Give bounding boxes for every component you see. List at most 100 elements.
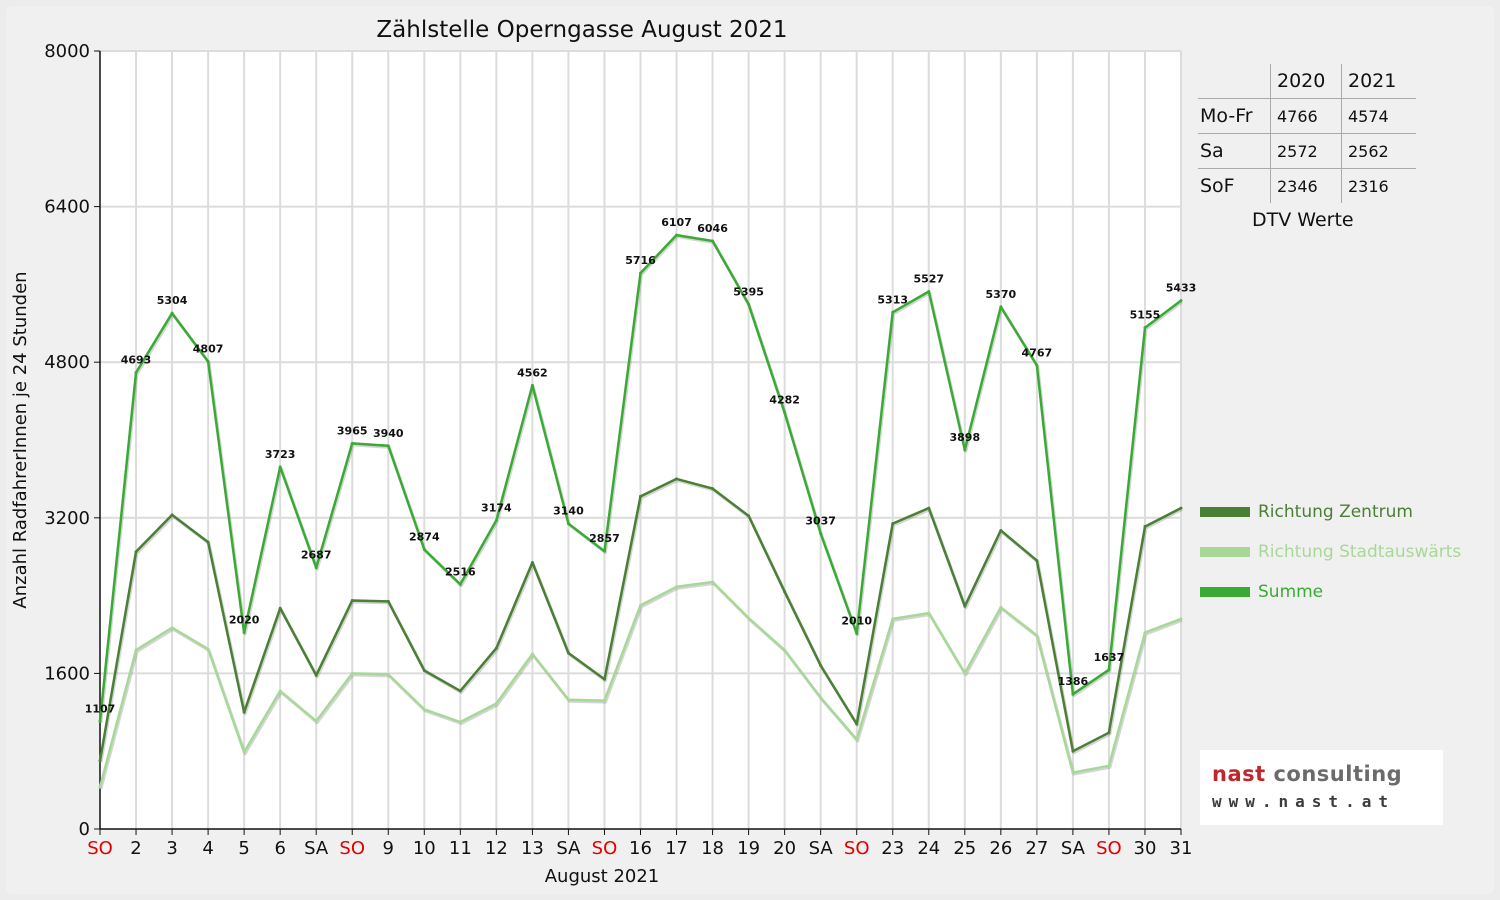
data-point <box>350 671 354 675</box>
x-tick-label: 30 <box>1134 838 1157 859</box>
data-point <box>602 677 606 681</box>
y-tick-label: 4800 <box>44 352 90 373</box>
dtv-cell: 4766 <box>1270 98 1342 134</box>
data-point <box>963 448 967 452</box>
x-tick-label: 25 <box>953 838 976 859</box>
data-label: 3140 <box>553 505 584 518</box>
x-tick-label: SA <box>1061 838 1086 859</box>
data-point <box>783 590 787 594</box>
x-axis: SO 2 3 4 5 6 SA SO 9 10 11 12 13 SA SO 16 17 18 19 20 SA SO 23… <box>87 828 1193 859</box>
data-label: 6107 <box>661 216 692 229</box>
x-tick-label: 24 <box>917 838 940 859</box>
data-point <box>639 603 642 607</box>
data-point <box>1107 668 1111 672</box>
data-point <box>242 631 246 635</box>
data-point <box>855 738 859 742</box>
data-point <box>1071 692 1075 696</box>
data-point <box>999 605 1003 609</box>
data-point <box>747 514 751 518</box>
data-point <box>675 477 679 481</box>
data-point <box>711 487 715 491</box>
data-point <box>602 699 606 703</box>
data-point <box>711 580 715 584</box>
data-point <box>494 702 498 706</box>
x-tick-label: SA <box>556 838 581 859</box>
x-tick-label: SO <box>592 838 618 859</box>
data-point <box>494 646 498 650</box>
legend-swatch <box>1200 507 1250 517</box>
data-point <box>386 599 390 603</box>
data-point <box>819 664 823 668</box>
dtv-cell: 2346 <box>1270 168 1342 203</box>
legend-item: Richtung Stadtauswärts <box>1200 532 1461 572</box>
x-tick-label: 5 <box>238 838 249 859</box>
data-point <box>1179 506 1183 510</box>
data-point <box>350 441 354 445</box>
y-tick-label: 6400 <box>44 197 90 218</box>
x-tick-label: SA <box>304 838 329 859</box>
data-point <box>855 722 859 726</box>
data-point <box>675 233 679 237</box>
data-point <box>1071 749 1075 753</box>
legend-label: Richtung Stadtauswärts <box>1258 542 1462 562</box>
data-point <box>458 582 462 586</box>
logo-url: www.nast.at <box>1212 792 1395 811</box>
x-tick-label: SA <box>809 838 834 859</box>
data-point <box>206 647 210 651</box>
x-tick-label: 9 <box>383 838 394 859</box>
data-point <box>422 548 426 552</box>
data-point <box>458 720 462 724</box>
data-point <box>386 672 390 676</box>
y-tick-label: 8000 <box>44 41 90 62</box>
data-point <box>170 626 174 630</box>
x-tick-label: 31 <box>1170 838 1193 859</box>
data-label: 2516 <box>445 565 476 578</box>
x-tick-label: 4 <box>202 838 213 859</box>
data-label: 6046 <box>697 222 728 235</box>
y-tick-label: 0 <box>79 819 90 840</box>
data-label: 1637 <box>1094 651 1125 664</box>
chart-title: Zählstelle Operngasse August 2021 <box>376 17 787 43</box>
data-point <box>458 689 462 693</box>
data-point <box>134 371 138 375</box>
y-tick-label: 3200 <box>44 508 90 529</box>
data-point <box>999 528 1003 532</box>
data-point <box>1071 771 1075 775</box>
dtv-header-2021: 2021 <box>1341 64 1416 99</box>
data-label: 4807 <box>193 343 224 356</box>
data-point <box>530 383 534 387</box>
logo-name-part1: nast <box>1212 762 1266 786</box>
data-point <box>855 632 859 636</box>
dtv-header-row: 2020 2021 <box>1198 64 1416 99</box>
data-label: 5433 <box>1166 282 1197 295</box>
dtv-cell: 4574 <box>1341 98 1416 134</box>
data-point <box>927 611 931 615</box>
data-point <box>170 311 174 315</box>
data-point <box>963 604 967 608</box>
x-tick-label: 26 <box>989 838 1012 859</box>
data-label: 2010 <box>841 615 872 628</box>
dtv-row-label: Mo-Fr <box>1198 98 1271 134</box>
data-point <box>1143 326 1147 330</box>
data-point <box>566 698 570 702</box>
data-label: 4562 <box>517 366 548 379</box>
data-label: 5370 <box>986 288 1017 301</box>
data-label: 2857 <box>589 532 620 545</box>
data-labels: 1107 4693 5304 4807 2020 3723 2687 3965 3940 2874… <box>85 216 1197 715</box>
y-axis: 0 1600 3200 4800 6400 8000 <box>44 41 101 840</box>
data-point <box>747 616 751 620</box>
x-axis-title: August 2021 <box>545 866 660 887</box>
data-point <box>819 532 823 536</box>
data-point <box>891 310 895 314</box>
legend-item: Richtung Zentrum <box>1200 492 1461 532</box>
data-point <box>999 305 1003 309</box>
data-point <box>1143 631 1147 635</box>
dtv-row: Mo-Fr 4766 4574 <box>1198 98 1416 134</box>
data-label: 1386 <box>1058 675 1089 688</box>
legend-item: Summe <box>1200 572 1461 612</box>
data-label: 2687 <box>301 549 332 562</box>
data-point <box>1143 525 1147 529</box>
x-tick-label: 27 <box>1025 838 1048 859</box>
dtv-row-label: Sa <box>1198 133 1271 169</box>
